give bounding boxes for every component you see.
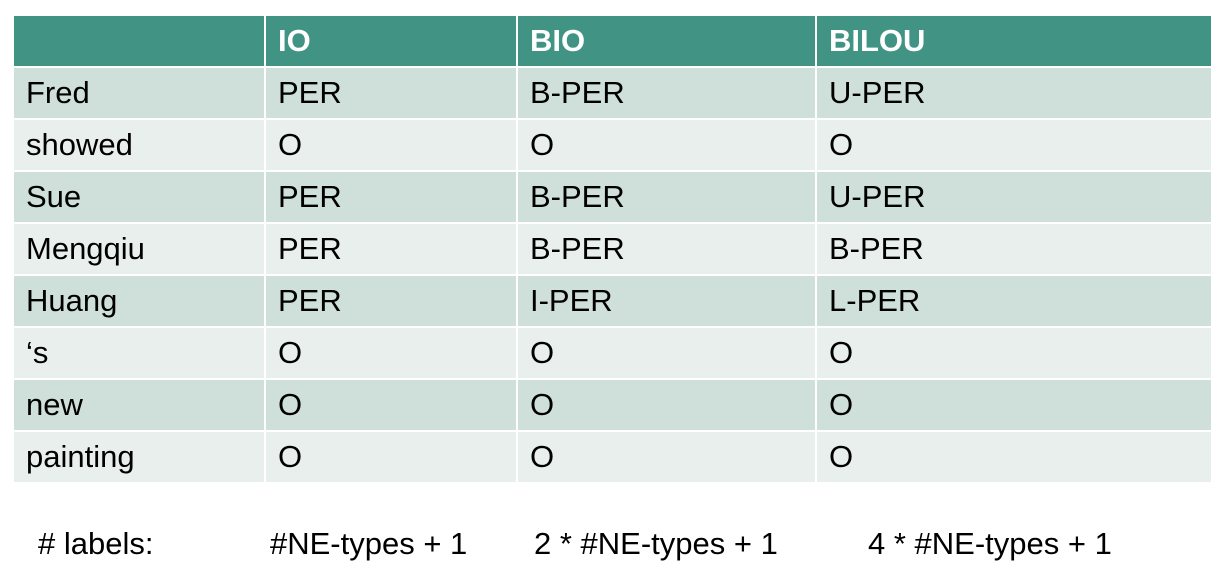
bilou-cell: U-PER [815,66,1213,120]
bilou-cell: O [815,430,1213,484]
io-label-count: #NE-types + 1 [270,526,468,561]
header-cell-bio: BIO [516,14,817,68]
token-cell: Mengqiu [12,222,266,276]
bio-cell: B-PER [516,222,817,276]
table-row: painting O O O [12,430,1213,484]
header-cell-io: IO [264,14,518,68]
io-cell: PER [264,274,518,328]
io-cell: PER [264,222,518,276]
bio-cell: O [516,326,817,380]
table-row: showed O O O [12,118,1213,172]
io-cell: PER [264,170,518,224]
token-cell: Sue [12,170,266,224]
io-cell: O [264,326,518,380]
io-cell: O [264,378,518,432]
label-count-caption: # labels: [38,526,154,561]
header-cell-token [12,14,266,68]
bilou-cell: B-PER [815,222,1213,276]
bilou-cell: L-PER [815,274,1213,328]
io-cell: PER [264,66,518,120]
bio-cell: O [516,430,817,484]
token-cell: Fred [12,66,266,120]
bilou-cell: U-PER [815,170,1213,224]
bilou-cell: O [815,118,1213,172]
table-row: Sue PER B-PER U-PER [12,170,1213,224]
bio-cell: O [516,378,817,432]
header-row: IO BIO BILOU [12,14,1213,68]
bilou-cell: O [815,378,1213,432]
table-row: new O O O [12,378,1213,432]
label-count-footer: # labels: #NE-types + 1 2 * #NE-types + … [0,526,1222,570]
table-row: Fred PER B-PER U-PER [12,66,1213,120]
bilou-label-count: 4 * #NE-types + 1 [868,526,1112,561]
tagging-schemes-table: IO BIO BILOU Fred PER B-PER U-PER showed… [12,14,1213,484]
tagging-schemes-table-container: IO BIO BILOU Fred PER B-PER U-PER showed… [12,14,1213,484]
bio-cell: B-PER [516,66,817,120]
token-cell: painting [12,430,266,484]
header-cell-bilou: BILOU [815,14,1213,68]
bilou-cell: O [815,326,1213,380]
table-row: Mengqiu PER B-PER B-PER [12,222,1213,276]
io-cell: O [264,430,518,484]
table-row: Huang PER I-PER L-PER [12,274,1213,328]
token-cell: new [12,378,266,432]
token-cell: showed [12,118,266,172]
token-cell: Huang [12,274,266,328]
bio-cell: B-PER [516,170,817,224]
io-cell: O [264,118,518,172]
bio-label-count: 2 * #NE-types + 1 [534,526,778,561]
table-row: ‘s O O O [12,326,1213,380]
token-cell: ‘s [12,326,266,380]
bio-cell: I-PER [516,274,817,328]
bio-cell: O [516,118,817,172]
